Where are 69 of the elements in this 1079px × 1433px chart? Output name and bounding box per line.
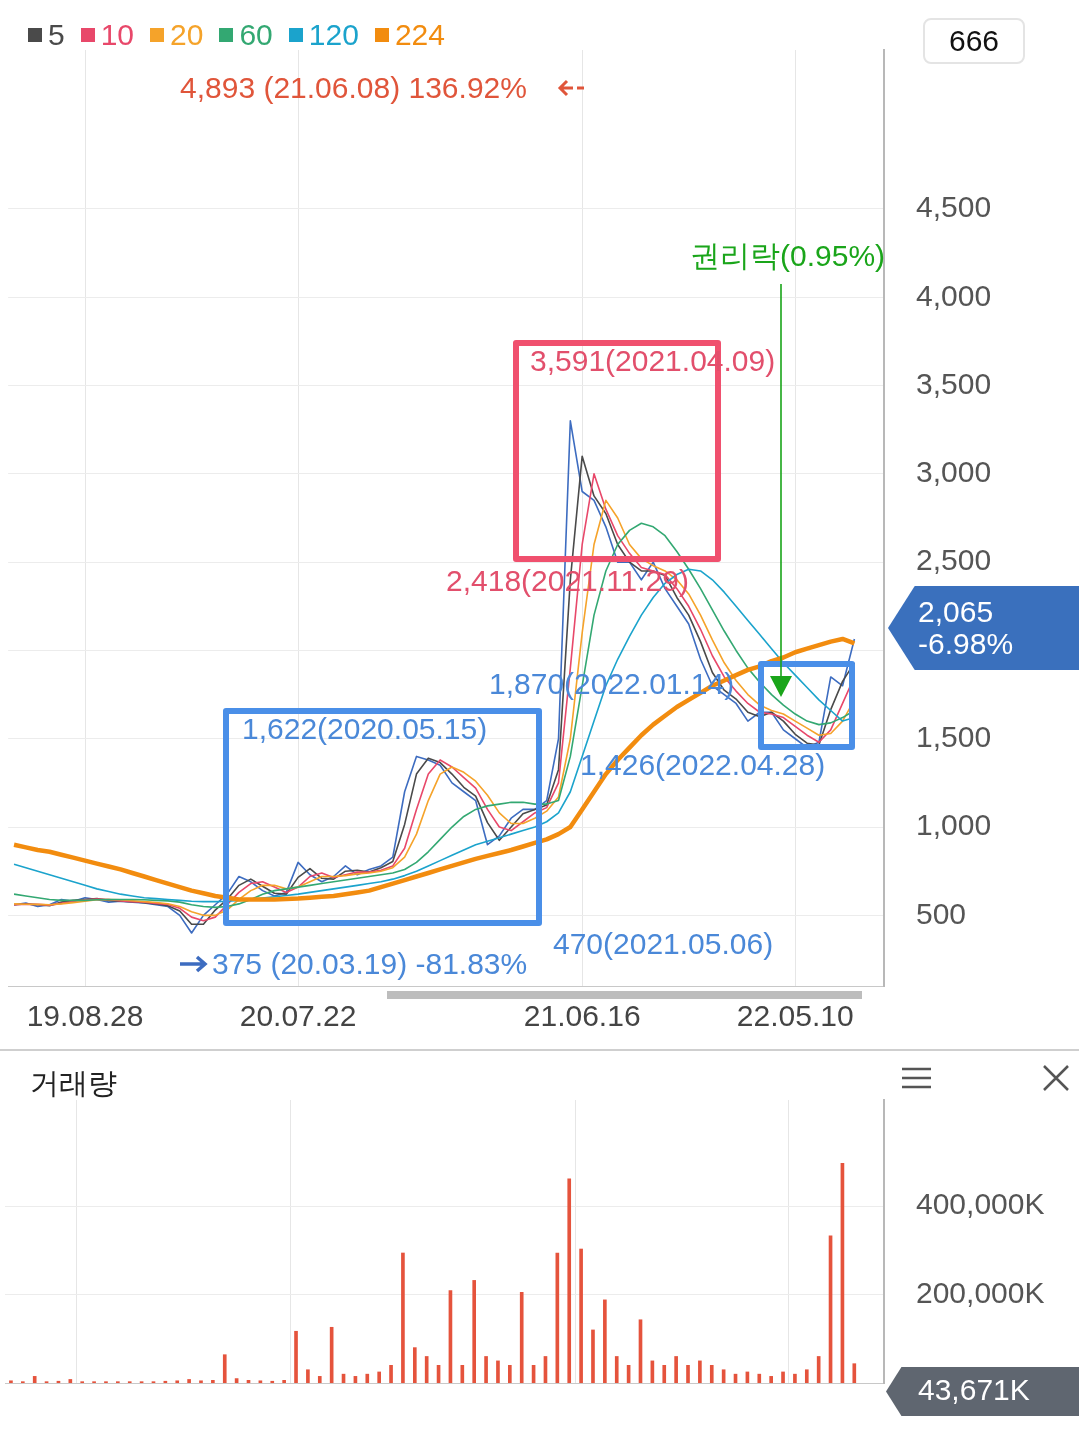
bar xyxy=(222,1354,227,1383)
x-tick-label: 21.06.16 xyxy=(523,999,641,1033)
legend-label: 20 xyxy=(170,18,204,52)
annotation: 4,893 (21.06.08) 136.92% xyxy=(180,70,527,106)
bar xyxy=(424,1356,429,1383)
annotation: 1,622(2020.05.15) xyxy=(242,711,488,747)
bar xyxy=(662,1364,667,1383)
legend-label: 120 xyxy=(308,18,359,52)
bar xyxy=(567,1178,572,1383)
chart-title: 거래량 xyxy=(30,1066,117,1101)
x-tick-label: 22.05.10 xyxy=(736,999,854,1033)
legend-label: 5 xyxy=(48,18,65,52)
text: 666 xyxy=(923,18,1026,64)
bar xyxy=(484,1356,488,1383)
bar xyxy=(211,1380,215,1383)
x-tick-label: 20.07.22 xyxy=(239,999,357,1033)
annotation: 권리락(0.95%) xyxy=(690,238,886,274)
y-tick-label: 400,000K xyxy=(916,1187,1045,1221)
bar xyxy=(401,1252,405,1383)
bar xyxy=(460,1364,465,1383)
bar xyxy=(258,1380,263,1383)
bar xyxy=(804,1369,809,1383)
legend-label: 10 xyxy=(100,18,135,52)
bar xyxy=(472,1280,477,1383)
bar xyxy=(365,1373,370,1383)
legend-label: 60 xyxy=(239,18,273,52)
y-tick-label: 1,500 xyxy=(916,720,992,754)
bar xyxy=(591,1329,595,1383)
y-tick-label: 3,000 xyxy=(916,455,992,489)
bar xyxy=(508,1364,512,1383)
bar xyxy=(781,1371,785,1383)
bar xyxy=(603,1299,607,1383)
bar xyxy=(32,1376,37,1383)
y-tick-label: 3,500 xyxy=(916,366,992,400)
bar xyxy=(175,1380,180,1383)
bar xyxy=(614,1356,619,1383)
bar xyxy=(698,1360,702,1383)
bar xyxy=(674,1356,678,1383)
bar xyxy=(852,1363,857,1383)
bar xyxy=(199,1380,203,1383)
bar xyxy=(709,1364,714,1383)
y-tick-label: 4,500 xyxy=(916,190,992,224)
y-tick-label: 4,000 xyxy=(916,278,992,312)
bar xyxy=(686,1364,690,1383)
bar xyxy=(389,1364,393,1383)
x-tick-label: 19.08.28 xyxy=(26,999,144,1033)
bar xyxy=(519,1292,524,1383)
y-tick-label: 200,000K xyxy=(916,1275,1045,1309)
bar xyxy=(282,1380,286,1383)
bar xyxy=(294,1330,298,1383)
bar xyxy=(769,1376,773,1383)
text: 43,671K xyxy=(918,1372,1030,1408)
bar xyxy=(377,1371,381,1383)
y-tick-label: 1,000 xyxy=(916,808,992,842)
bar xyxy=(9,1380,13,1383)
bar xyxy=(270,1380,275,1383)
bar xyxy=(317,1376,322,1383)
bar xyxy=(306,1369,310,1383)
bar xyxy=(496,1360,500,1383)
bar xyxy=(793,1373,797,1383)
bar xyxy=(412,1347,417,1383)
bar xyxy=(579,1248,583,1383)
legend-label: 224 xyxy=(394,18,445,52)
annotation: 375 (20.03.19) -81.83% xyxy=(212,946,528,982)
y-tick-label: 500 xyxy=(916,896,967,930)
annotation: 470(2021.05.06) xyxy=(553,926,774,962)
bar xyxy=(187,1379,191,1383)
y-tick-label: 2,500 xyxy=(916,543,992,577)
bar xyxy=(757,1373,762,1383)
